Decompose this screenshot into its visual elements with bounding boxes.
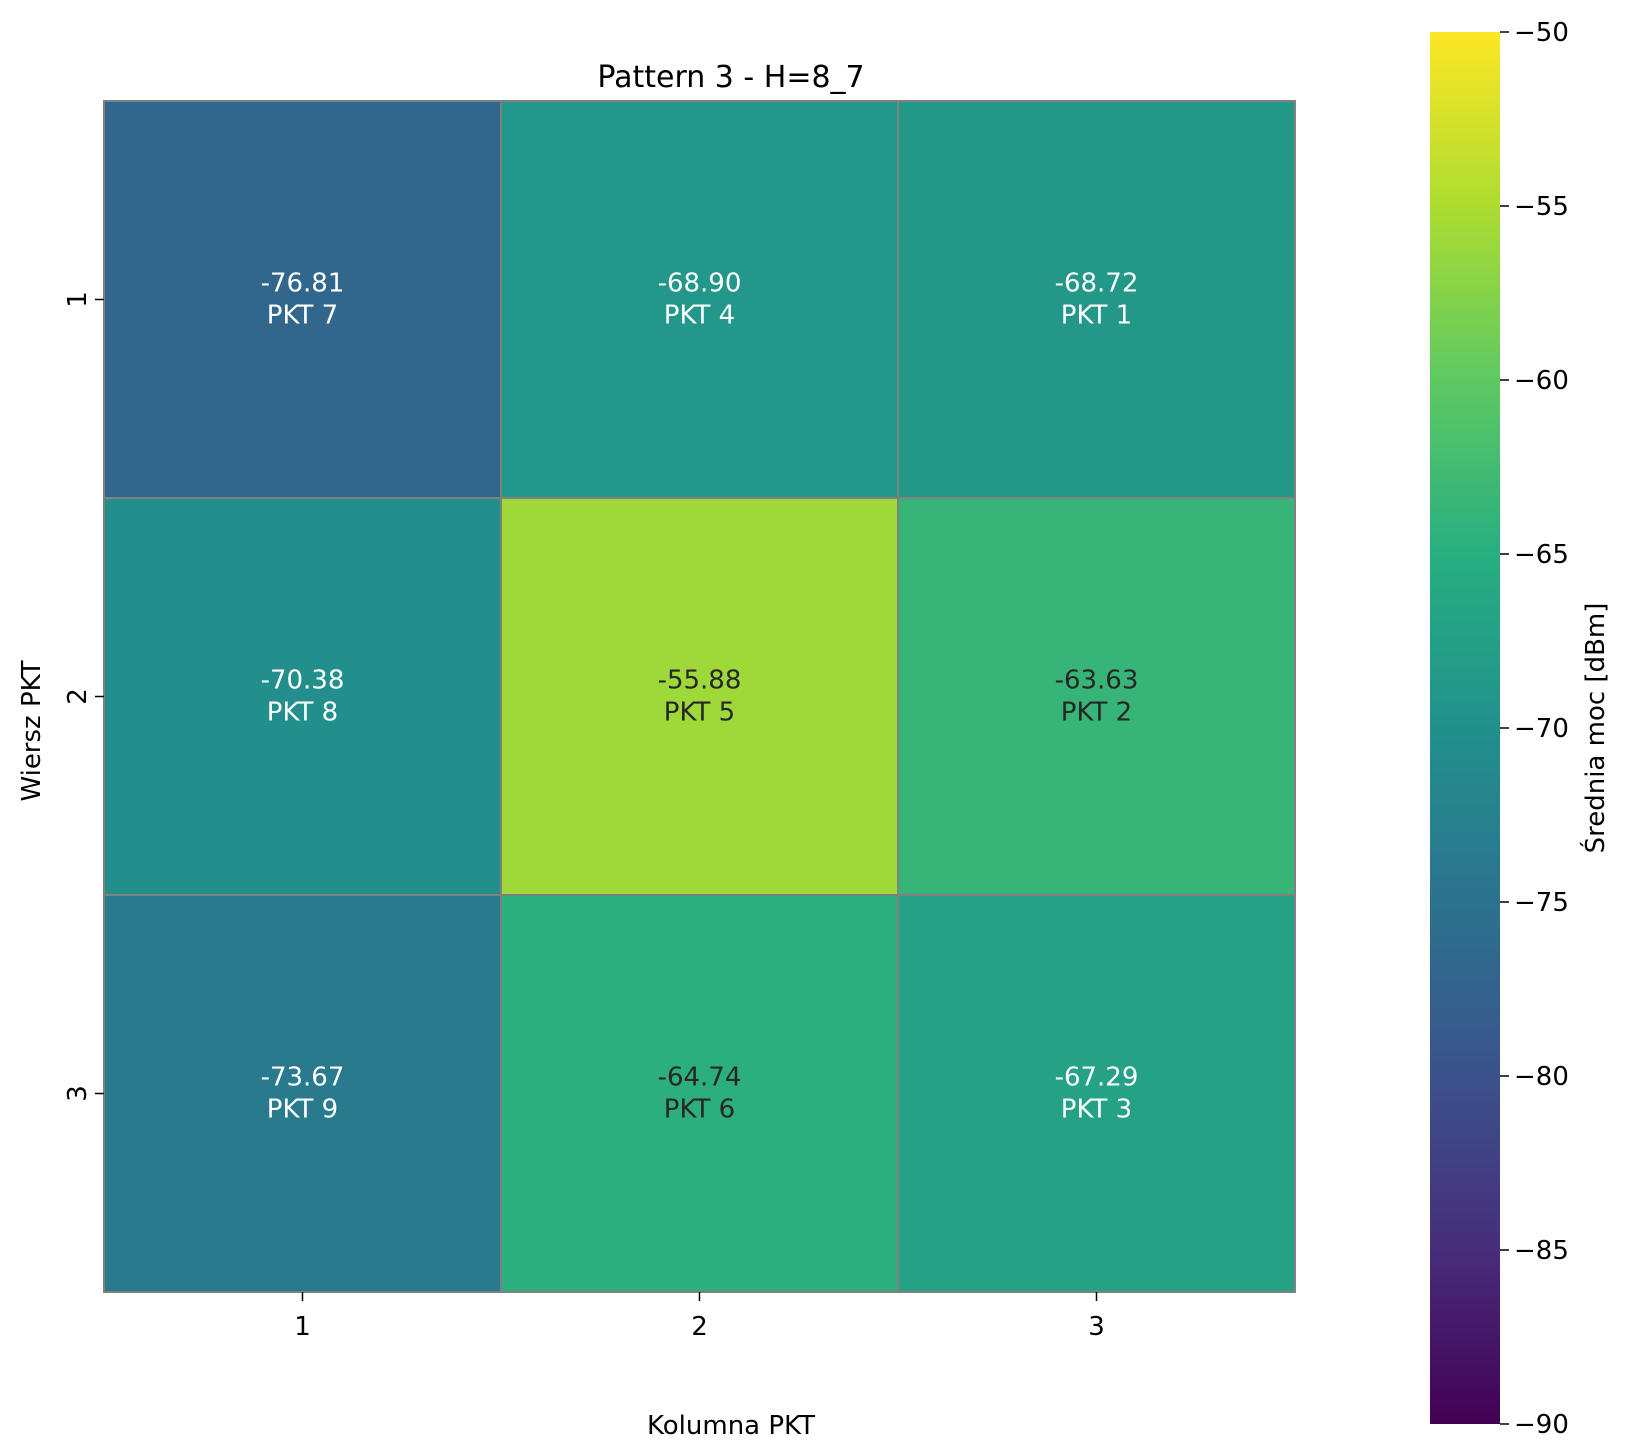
cell-point-label: PKT 4	[664, 301, 735, 331]
heatmap-cell	[897, 497, 1296, 896]
colorbar-tick-label: −65	[1514, 540, 1569, 570]
cell-point-label: PKT 5	[664, 698, 735, 728]
cell-value-label: -70.38	[261, 666, 345, 696]
heatmap-cell	[897, 894, 1296, 1293]
y-tick-label: 1	[63, 291, 93, 308]
chart-title: Pattern 3 - H=8_7	[597, 60, 864, 95]
heatmap-cell	[103, 100, 502, 499]
y-tick-label: 3	[63, 1085, 93, 1102]
heatmap-cell	[103, 894, 502, 1293]
cell-point-label: PKT 7	[267, 301, 338, 331]
y-axis: 1 2 3	[63, 291, 104, 1102]
cell-value-label: -68.90	[658, 269, 742, 299]
cell-value-label: -76.81	[261, 269, 345, 299]
colorbar	[1430, 32, 1500, 1424]
heatmap-cell	[103, 497, 502, 896]
x-tick-label: 1	[294, 1312, 311, 1342]
y-axis-label: Wiersz PKT	[17, 660, 47, 801]
cell-point-label: PKT 8	[267, 698, 338, 728]
colorbar-label: Średnia moc [dBm]	[1579, 603, 1611, 854]
cell-value-label: -73.67	[261, 1063, 345, 1093]
heatmap-cells	[103, 100, 1296, 1293]
colorbar-tick-label: −50	[1514, 18, 1569, 48]
x-axis-label: Kolumna PKT	[647, 1411, 815, 1441]
heatmap-cell	[500, 100, 899, 499]
x-axis: 1 2 3	[294, 1292, 1105, 1342]
cell-value-label: -64.74	[658, 1063, 742, 1093]
colorbar-tick-label: −70	[1514, 714, 1569, 744]
cell-point-label: PKT 3	[1061, 1095, 1132, 1125]
colorbar-tick-label: −80	[1514, 1062, 1569, 1092]
cell-value-label: -68.72	[1055, 269, 1139, 299]
colorbar-tick-label: −90	[1514, 1410, 1569, 1440]
cell-point-label: PKT 6	[664, 1095, 735, 1125]
heatmap-cell	[500, 497, 899, 896]
x-tick-label: 2	[691, 1312, 708, 1342]
cell-point-label: PKT 9	[267, 1095, 338, 1125]
cell-point-label: PKT 2	[1061, 698, 1132, 728]
cell-value-label: -63.63	[1055, 666, 1139, 696]
heatmap-cell	[897, 100, 1296, 499]
colorbar-tick-label: −60	[1514, 366, 1569, 396]
colorbar-axis: −90 −85 −80 −75 −70 −65 −60 −55 −50	[1500, 18, 1569, 1440]
cell-point-label: PKT 1	[1061, 301, 1132, 331]
cell-value-label: -67.29	[1055, 1063, 1139, 1093]
heatmap-cell	[500, 894, 899, 1293]
x-tick-label: 3	[1088, 1312, 1105, 1342]
colorbar-tick-label: −85	[1514, 1236, 1569, 1266]
cell-value-label: -55.88	[658, 666, 742, 696]
colorbar-tick-label: −75	[1514, 888, 1569, 918]
colorbar-tick-label: −55	[1514, 192, 1569, 222]
y-tick-label: 2	[63, 688, 93, 705]
